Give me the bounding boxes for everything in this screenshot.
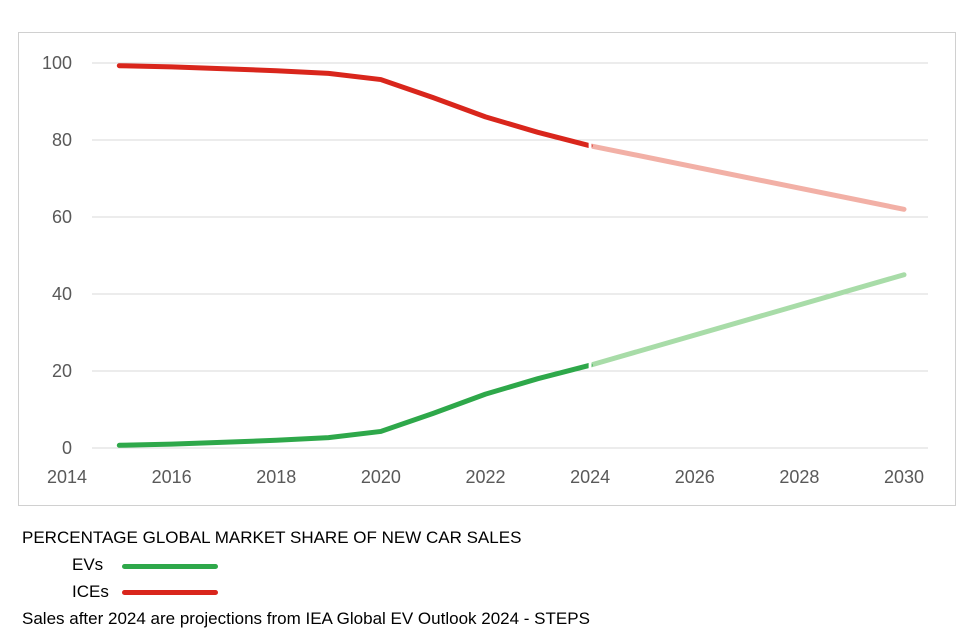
x-tick-label-2018: 2018 [256,467,296,487]
y-tick-label-0: 0 [62,438,72,458]
y-tick-label-100: 100 [42,53,72,73]
series-evs-projection-line [587,272,907,368]
chart-frame [18,32,956,506]
series-ices-projection-line [587,143,907,212]
series-ices-actual-line [116,63,593,149]
chart-title: PERCENTAGE GLOBAL MARKET SHARE OF NEW CA… [22,528,522,547]
x-tick-label-2026: 2026 [675,467,715,487]
legend-label-ices: ICEs [72,582,109,601]
x-tick-label-2028: 2028 [779,467,819,487]
x-tick-label-2024: 2024 [570,467,610,487]
x-tick-label-2016: 2016 [152,467,192,487]
x-tick-label-2014: 2014 [47,467,87,487]
y-tick-label-60: 60 [52,207,72,227]
x-tick-label-2020: 2020 [361,467,401,487]
legend-swatch-evs [122,564,218,569]
legend-label-evs: EVs [72,555,104,574]
legend-swatch-ices [122,590,218,595]
line-chart: 0 20 40 60 80 100 2014 2016 2018 2020 2022 2024 2026… [42,53,928,487]
x-tick-label-2022: 2022 [465,467,505,487]
x-tick-label-2030: 2030 [884,467,924,487]
y-tick-label-20: 20 [52,361,72,381]
projection-note: Sales after 2024 are projections from IE… [22,609,590,628]
y-tick-label-40: 40 [52,284,72,304]
y-tick-label-80: 80 [52,130,72,150]
series-evs-actual-line [116,362,593,448]
